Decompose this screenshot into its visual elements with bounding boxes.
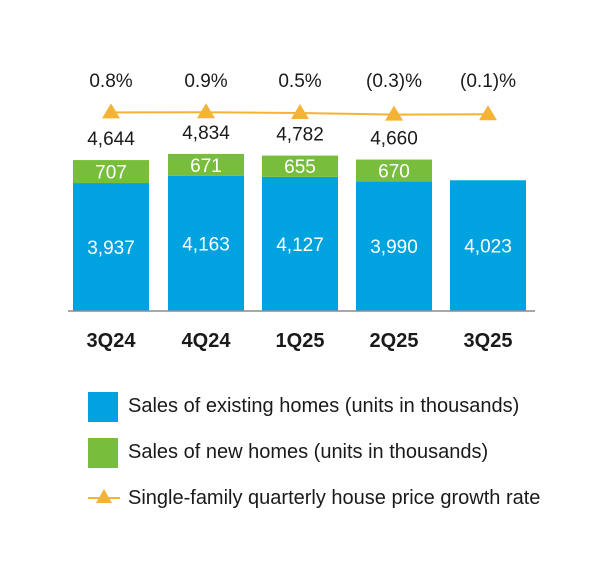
bar-existing-3Q25 xyxy=(450,180,526,311)
value-label-existing-3Q24: 3,937 xyxy=(87,238,135,259)
total-label-4Q24: 4,834 xyxy=(182,123,230,144)
value-label-existing-1Q25: 4,127 xyxy=(276,235,324,256)
total-label-3Q24: 4,644 xyxy=(87,129,135,150)
bar-existing-2Q25 xyxy=(356,181,432,311)
value-label-existing-2Q25: 3,990 xyxy=(370,237,418,258)
growth-rate-label-3Q25: (0.1)% xyxy=(460,71,516,92)
bar-new-4Q24 xyxy=(168,153,244,176)
growth-rate-label-4Q24: 0.9% xyxy=(184,71,227,92)
bar-existing-4Q24 xyxy=(168,175,244,311)
legend-item-existing: Sales of existing homes (units in thousa… xyxy=(88,392,588,422)
value-label-new-4Q24: 671 xyxy=(190,156,222,177)
value-label-existing-3Q25: 4,023 xyxy=(464,237,512,258)
legend-label-growth: Single-family quarterly house price grow… xyxy=(128,487,541,509)
x-tick-label-4Q24: 4Q24 xyxy=(182,330,232,352)
value-label-existing-4Q24: 4,163 xyxy=(182,234,230,255)
value-label-new-2Q25: 670 xyxy=(378,161,410,182)
value-label-new-3Q24: 707 xyxy=(95,163,127,184)
stacked-bar-chart: 3,937 707 4,644 3Q24 4,163 671 4,834 4Q24 4,127 6… xyxy=(68,71,535,352)
x-tick-label-3Q24: 3Q24 xyxy=(87,330,137,352)
total-label-1Q25: 4,782 xyxy=(276,125,324,146)
growth-rate-marker-2Q25 xyxy=(385,105,403,121)
growth-rate-label-1Q25: 0.5% xyxy=(278,71,321,92)
bar-new-2Q25 xyxy=(356,159,432,182)
growth-rate-label-3Q24: 0.8% xyxy=(89,71,132,92)
legend: Sales of existing homes (units in thousa… xyxy=(88,392,588,530)
new-homes-swatch xyxy=(88,438,118,468)
bar-existing-3Q24 xyxy=(73,183,149,311)
legend-label-new: Sales of new homes (units in thousands) xyxy=(128,441,489,463)
bar-new-1Q25 xyxy=(262,155,338,177)
x-tick-label-1Q25: 1Q25 xyxy=(276,330,325,352)
x-tick-label-2Q25: 2Q25 xyxy=(370,330,419,352)
bar-existing-1Q25 xyxy=(262,176,338,311)
triangle-line-icon xyxy=(88,489,120,503)
legend-label-existing: Sales of existing homes (units in thousa… xyxy=(128,395,520,417)
growth-rate-marker-3Q24 xyxy=(102,103,120,119)
legend-item-growth: Single-family quarterly house price grow… xyxy=(88,484,588,514)
total-label-2Q25: 4,660 xyxy=(370,129,418,150)
label-layer: 3,937 707 4,644 3Q24 4,163 671 4,834 4Q24 4,127 6… xyxy=(87,71,517,352)
legend-item-new: Sales of new homes (units in thousands) xyxy=(88,438,588,468)
growth-rate-label-2Q25: (0.3)% xyxy=(366,71,422,92)
existing-homes-swatch xyxy=(88,392,118,422)
x-tick-label-3Q25: 3Q25 xyxy=(464,330,513,352)
growth-rate-marker-3Q25 xyxy=(479,105,497,121)
value-label-new-1Q25: 655 xyxy=(284,157,316,178)
bar-new-3Q24 xyxy=(73,160,149,184)
growth-rate-line-layer xyxy=(102,103,497,121)
growth-rate-marker-4Q24 xyxy=(197,103,215,119)
bar-layer xyxy=(73,153,526,311)
growth-rate-marker-1Q25 xyxy=(291,104,309,119)
